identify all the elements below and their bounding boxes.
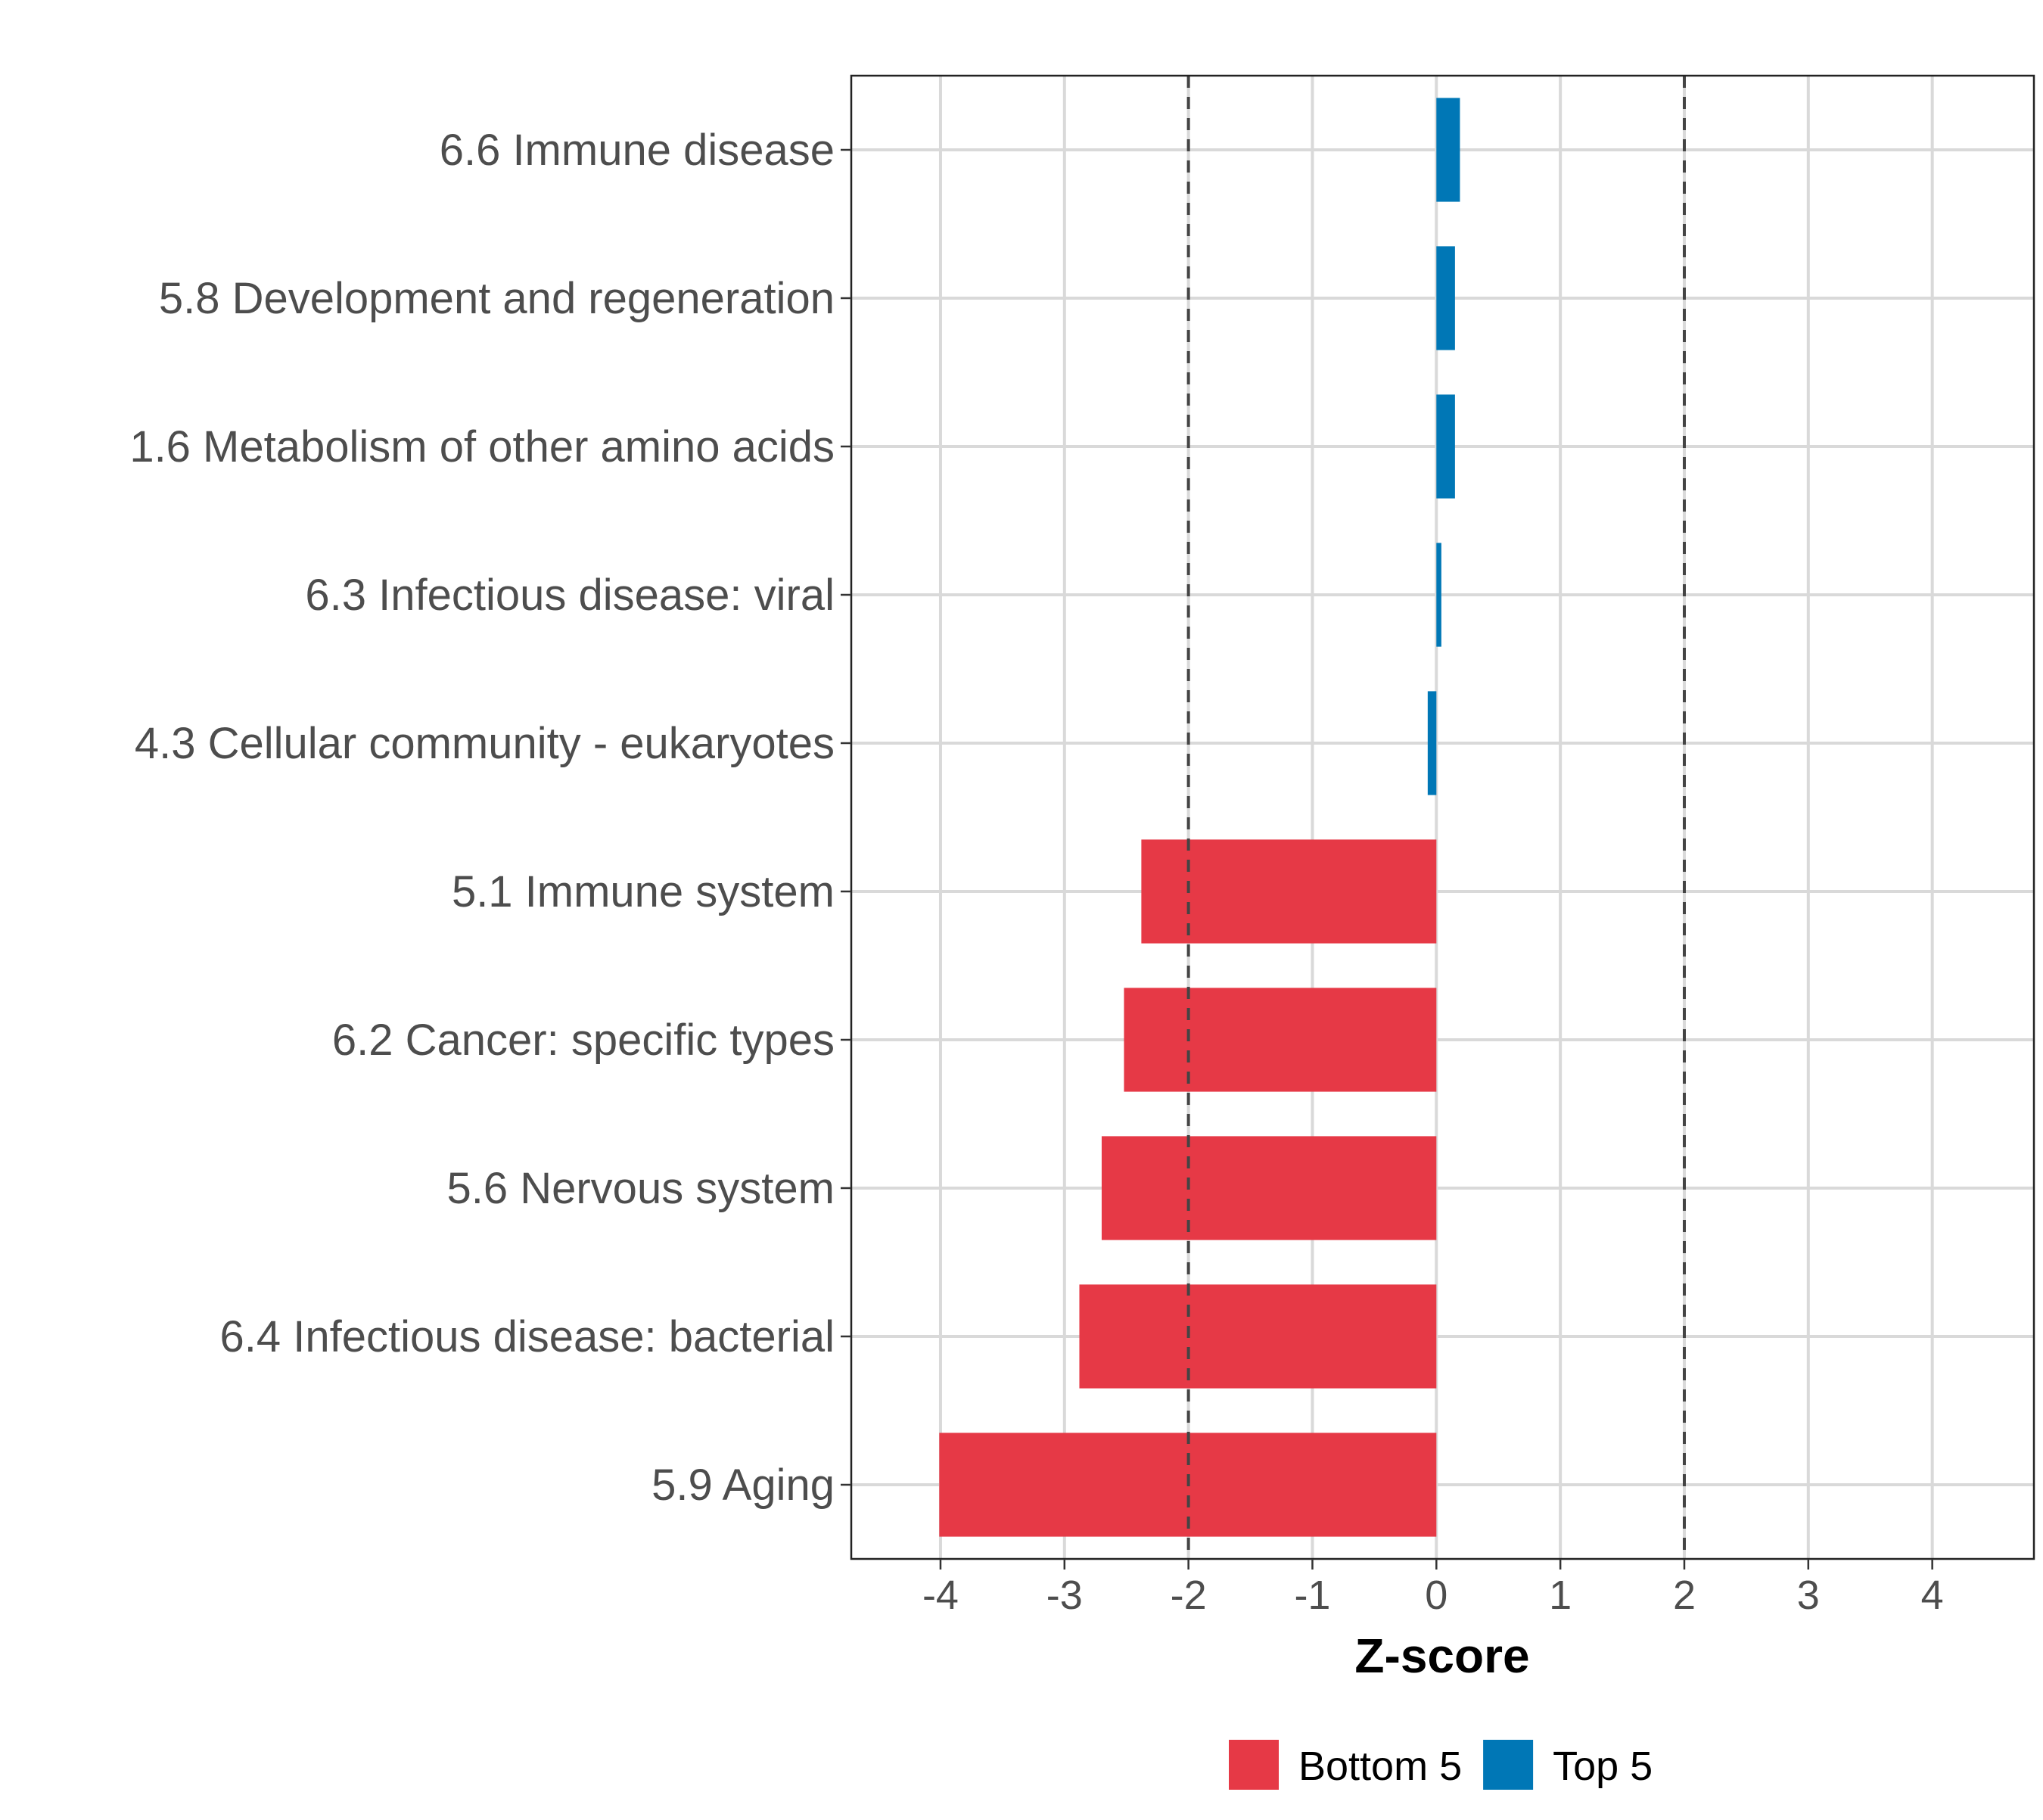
y-tick-label: 1.6 Metabolism of other amino acids	[129, 422, 835, 471]
y-tick-label: 6.3 Infectious disease: viral	[305, 571, 835, 620]
bar	[1124, 988, 1437, 1092]
x-axis-title: Z-score	[1354, 1629, 1529, 1683]
bar	[1141, 839, 1437, 944]
y-tick-label: 6.2 Cancer: specific types	[332, 1016, 835, 1065]
bar	[1427, 691, 1437, 795]
y-tick-label: 5.6 Nervous system	[446, 1164, 835, 1213]
x-tick-label: 0	[1425, 1573, 1448, 1618]
bar	[1436, 543, 1441, 647]
bar	[1079, 1284, 1437, 1389]
legend-swatch	[1483, 1740, 1534, 1790]
legend-label: Bottom 5	[1298, 1744, 1462, 1789]
x-tick-label: -1	[1294, 1573, 1330, 1618]
y-axis: 6.6 Immune disease 5.8 Development and re…	[129, 126, 851, 1510]
bar	[1436, 394, 1455, 499]
legend-label: Top 5	[1553, 1744, 1653, 1789]
plot-panel-border	[850, 74, 2035, 1560]
grid-lines	[851, 76, 2034, 1559]
x-tick-label: 3	[1797, 1573, 1820, 1618]
y-tick-label: 5.8 Development and regeneration	[159, 274, 835, 323]
x-tick-label: -2	[1171, 1573, 1207, 1618]
x-tick-label: 4	[1921, 1573, 1944, 1618]
x-tick-label: 2	[1673, 1573, 1696, 1618]
x-axis: -4 -3 -2 -1 0 1 2 3 4	[922, 1559, 1944, 1618]
legend-swatch	[1229, 1740, 1279, 1790]
bars	[939, 98, 1460, 1537]
y-tick-label: 6.4 Infectious disease: bacterial	[220, 1312, 835, 1361]
reference-lines	[1186, 76, 1686, 1559]
bar	[1436, 246, 1455, 350]
y-tick-label: 5.1 Immune system	[452, 867, 835, 916]
y-tick-label: 4.3 Cellular community - eukaryotes	[135, 719, 835, 768]
legend: Bottom 5 Top 5	[1229, 1740, 1653, 1790]
bar	[1101, 1136, 1437, 1240]
x-tick-label: -4	[922, 1573, 959, 1618]
x-tick-label: 1	[1549, 1573, 1572, 1618]
x-tick-label: -3	[1046, 1573, 1083, 1618]
y-tick-label: 5.9 Aging	[651, 1461, 835, 1510]
y-tick-label: 6.6 Immune disease	[440, 126, 835, 175]
bar	[1436, 98, 1460, 202]
